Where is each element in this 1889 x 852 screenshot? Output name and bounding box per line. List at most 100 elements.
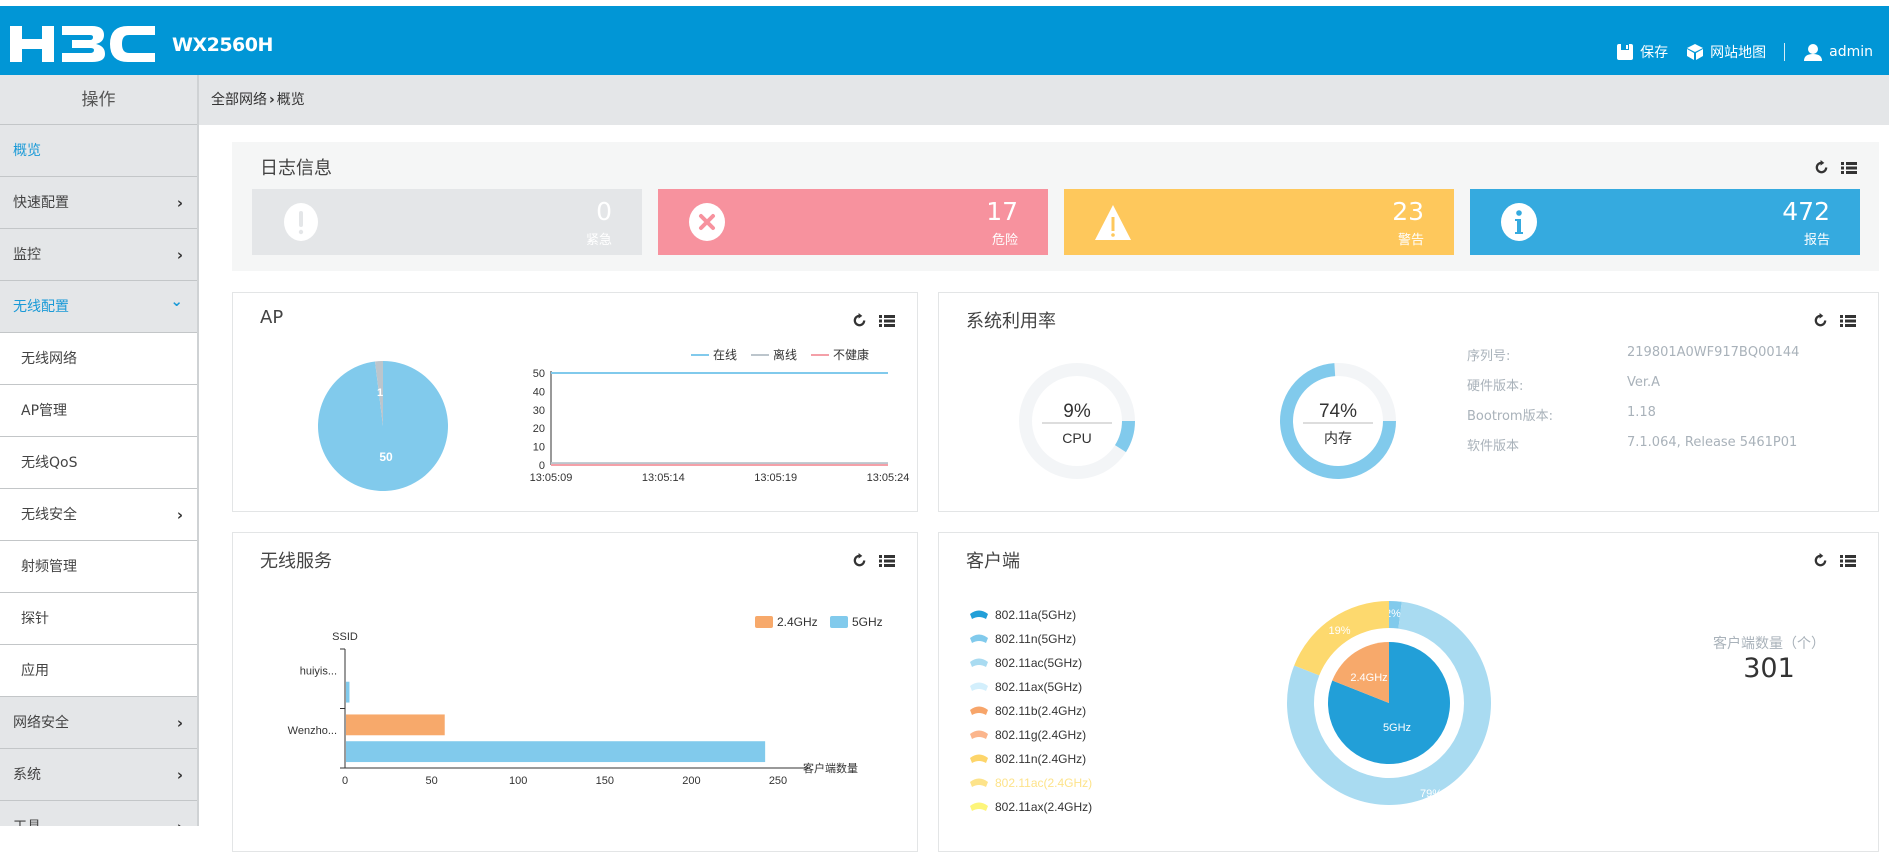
y-tick-label: huiyis... [300,666,337,678]
legend-label: 802.11ax(2.4GHz) [995,800,1093,814]
outer-slice-label: 79% [1420,788,1442,800]
legend-item[interactable]: 802.11ax(2.4GHz) [969,800,1092,814]
header-divider [1784,43,1786,61]
log-label-info: 报告 [1803,233,1830,248]
username: admin [1829,44,1873,60]
legend-label: 5GHz [852,615,883,629]
sidebar: 操作 概览 快速配置 › 监控 › 无线配置 ⌄ 无线网络 AP管理 无线QoS 无线安全 › 射频管理… [0,75,199,826]
chevron-right-icon: › [176,194,183,212]
legend-label: 在线 [713,348,737,362]
log-count-critical: 17 [986,197,1018,226]
sitemap-button[interactable]: 网站地图 [1686,42,1766,62]
list-icon[interactable] [1840,313,1856,332]
refresh-icon[interactable] [1813,313,1828,332]
legend-item[interactable]: 802.11n(2.4GHz) [969,752,1086,766]
user-menu[interactable]: admin [1803,43,1873,61]
sidebar-item-label: 概览 [13,143,41,159]
legend-item[interactable]: 802.11b(2.4GHz) [969,704,1086,718]
sidebar-item[interactable]: 无线安全 › [0,489,197,541]
ssid-client-bar-chart: 2.4GHz 5GHz SSID huiyis... Wenzho... 0 50 100 15… [288,615,883,787]
chevron-down-icon: ⌄ [170,292,183,310]
sidebar-item-label: 无线配置 [13,299,69,315]
log-tile-critical[interactable]: 17 危险 [658,189,1048,255]
chevron-right-icon: › [176,246,183,264]
breadcrumb-current: 概览 [276,92,305,108]
ap-panel-title: AP [260,307,284,328]
info-key: 序列号: [1467,349,1511,364]
legend-label: 不健康 [833,347,869,362]
sidebar-item[interactable]: 无线QoS [0,437,197,489]
gauge-value: 9% [1063,401,1091,422]
info-value: 219801A0WF917BQ00144 [1627,345,1800,360]
y-axis-title: SSID [332,631,358,643]
legend-swatch-1 [830,616,848,628]
user-icon [1804,44,1823,61]
client-count-label: 客户端数量（个） [1713,636,1825,652]
log-count-info: 472 [1782,197,1830,226]
legend-item[interactable]: 802.11ax(5GHz) [969,680,1082,694]
legend-label: 离线 [773,347,797,362]
legend-label: 802.11a(5GHz) [995,608,1077,622]
info-key: 软件版本 [1467,439,1520,454]
log-label-critical: 危险 [991,233,1018,248]
ap-status-pie-chart: 50 1 [318,361,448,491]
bar-huiyis...-5GHz [346,681,350,703]
breadcrumb: 全部网络 › 概览 [199,75,1889,125]
log-tile-warning[interactable]: 23 警告 [1064,189,1454,255]
sidebar-item[interactable]: AP管理 [0,385,197,437]
sidebar-item[interactable]: 系统 › [0,749,197,801]
legend-item[interactable]: 802.11n(5GHz) [969,632,1076,646]
device-model: WX2560H [172,34,273,56]
sidebar-item[interactable]: 监控 › [0,229,197,281]
x-axis-title: 客户端数量 [803,761,858,775]
x-tick-label: 250 [769,775,787,787]
sidebar-item[interactable]: 无线配置 ⌄ [0,281,197,333]
refresh-icon[interactable] [1813,553,1828,572]
legend-label: 802.11n(5GHz) [995,632,1077,646]
x-tick-label: 13:05:19 [754,472,797,484]
sidebar-item[interactable]: 射频管理 [0,541,197,593]
bar-Wenzho...-5GHz [346,741,766,763]
breadcrumb-root[interactable]: 全部网络 [211,92,267,108]
legend-item[interactable]: 802.11a(5GHz) [969,608,1076,622]
save-button[interactable]: 保存 [1616,42,1668,62]
refresh-icon[interactable] [1814,160,1829,179]
sidebar-item[interactable]: 无线网络 [0,333,197,385]
log-panel-title: 日志信息 [260,158,332,179]
memory-gauge: 74% 内存 [1280,363,1396,479]
log-tile-info[interactable]: 472 报告 [1470,189,1860,255]
pie-label-offline: 1 [377,387,383,399]
client-panel: 客户端 802.11a(5GHz) 802.11n(5GHz) 802.11ac(5… [938,532,1879,852]
legend-item[interactable]: 802.11ac(2.4GHz) [969,776,1092,790]
sidebar-item-label: 应用 [21,663,49,679]
log-tile-emergency[interactable]: 0 紧急 [252,189,642,255]
legend-label: 2.4GHz [777,615,818,629]
sidebar-item[interactable]: 探针 [0,593,197,645]
sidebar-item[interactable]: 应用 [0,645,197,697]
legend-item[interactable]: 802.11ac(5GHz) [969,656,1082,670]
info-key: Bootrom版本: [1467,409,1553,424]
sidebar-item-label: 无线安全 [21,507,77,523]
legend-item[interactable]: 802.11g(2.4GHz) [969,728,1086,742]
gauge-label: CPU [1062,430,1092,446]
sidebar-item[interactable]: 概览 [0,125,197,177]
x-tick-label: 150 [596,775,614,787]
list-icon[interactable] [1840,553,1856,572]
sidebar-item[interactable]: 工具 › [0,801,197,826]
log-label-warning: 警告 [1397,233,1424,248]
sidebar-item[interactable]: 网络安全 › [0,697,197,749]
x-tick-label: 100 [509,775,527,787]
sidebar-item[interactable]: 快速配置 › [0,177,197,229]
sidebar-item-label: AP管理 [21,403,68,419]
gauge-label: 内存 [1324,430,1352,446]
refresh-icon[interactable] [852,313,867,332]
list-icon[interactable] [879,313,895,332]
inner-slice-24ghz [1332,642,1389,703]
legend-swatch-icon [970,658,988,667]
log-count-emergency: 0 [596,197,612,226]
list-icon[interactable] [1841,160,1857,179]
list-icon[interactable] [879,553,895,572]
client-protocol-donut-chart: 2% 79% 19% 2.4GHz 5GHz [1287,601,1491,805]
legend-swatch-icon [970,682,988,691]
refresh-icon[interactable] [852,553,867,572]
